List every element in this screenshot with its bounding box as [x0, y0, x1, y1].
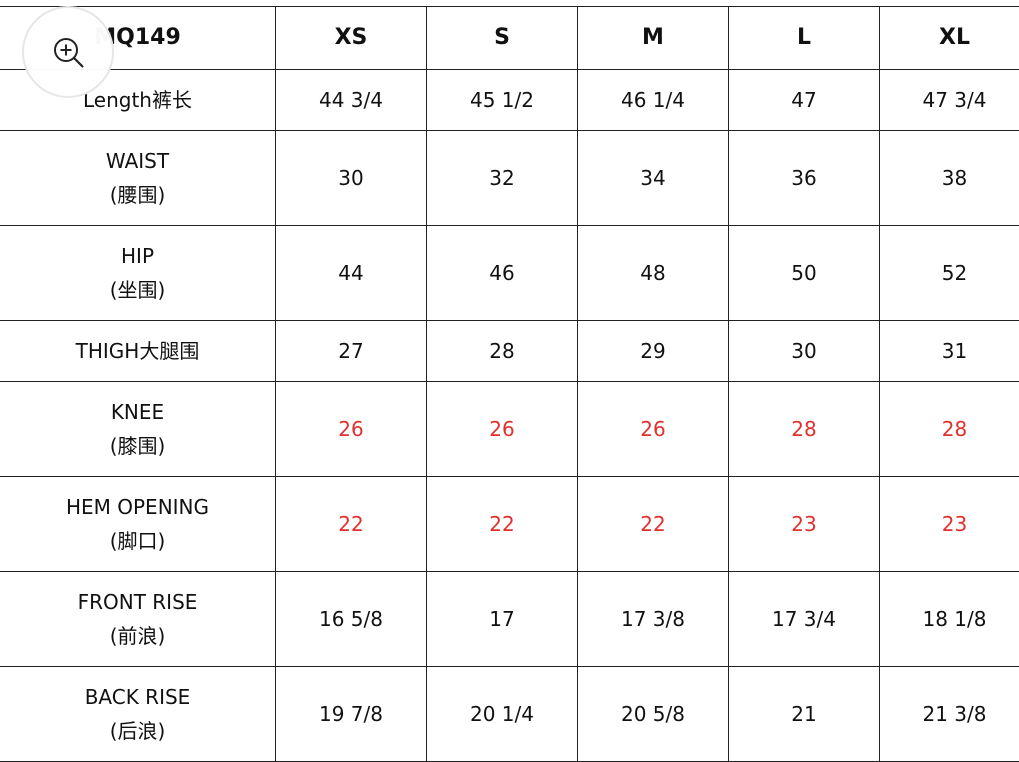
measurement-value: 23	[729, 477, 880, 572]
measurement-value: 22	[427, 477, 578, 572]
measurement-value: 26	[578, 382, 729, 477]
measurement-label: THIGH大腿围	[0, 321, 276, 382]
measurement-value: 47	[729, 70, 880, 131]
measurement-value: 52	[880, 226, 1019, 321]
measurement-value: 28	[880, 382, 1019, 477]
measurement-value: 26	[427, 382, 578, 477]
measurement-value: 34	[578, 131, 729, 226]
zoom-button[interactable]	[22, 6, 114, 98]
measurement-label: KNEE(膝围)	[0, 382, 276, 477]
measurement-label-line: HIP	[0, 239, 275, 273]
measurement-value: 21 3/8	[880, 667, 1019, 762]
zoom-in-icon	[52, 36, 86, 70]
measurement-value: 38	[880, 131, 1019, 226]
measurement-value: 29	[578, 321, 729, 382]
size-header: M	[578, 7, 729, 70]
measurement-label-line: (脚口)	[0, 524, 275, 558]
measurement-value: 19 7/8	[276, 667, 427, 762]
measurement-value: 21	[729, 667, 880, 762]
measurement-label-line: (腰围)	[0, 178, 275, 212]
size-header: XL	[880, 7, 1019, 70]
measurement-value: 20 5/8	[578, 667, 729, 762]
measurement-value: 46	[427, 226, 578, 321]
measurement-value: 18 1/8	[880, 572, 1019, 667]
measurement-label-line: KNEE	[0, 395, 275, 429]
measurement-value: 26	[276, 382, 427, 477]
measurement-label: HIP(坐围)	[0, 226, 276, 321]
measurement-value: 48	[578, 226, 729, 321]
measurement-label-line: THIGH大腿围	[0, 334, 275, 368]
measurement-label-line: (前浪)	[0, 619, 275, 653]
measurement-value: 28	[729, 382, 880, 477]
measurement-value: 44	[276, 226, 427, 321]
measurement-value: 27	[276, 321, 427, 382]
measurement-label-line: (坐围)	[0, 273, 275, 307]
size-header: L	[729, 7, 880, 70]
measurement-label: WAIST(腰围)	[0, 131, 276, 226]
measurement-value: 17 3/8	[578, 572, 729, 667]
measurement-value: 36	[729, 131, 880, 226]
measurement-value: 17 3/4	[729, 572, 880, 667]
measurement-label-line: (膝围)	[0, 429, 275, 463]
measurement-label-line: WAIST	[0, 144, 275, 178]
measurement-value: 45 1/2	[427, 70, 578, 131]
measurement-value: 44 3/4	[276, 70, 427, 131]
measurement-value: 30	[276, 131, 427, 226]
measurement-value: 30	[729, 321, 880, 382]
measurement-label-line: FRONT RISE	[0, 585, 275, 619]
measurement-value: 50	[729, 226, 880, 321]
measurement-value: 46 1/4	[578, 70, 729, 131]
measurement-label-line: HEM OPENING	[0, 490, 275, 524]
measurement-label-line: (后浪)	[0, 714, 275, 748]
measurement-value: 47 3/4	[880, 70, 1019, 131]
size-header: XS	[276, 7, 427, 70]
measurement-value: 31	[880, 321, 1019, 382]
header-row: MQ149 XS S M L XL	[0, 7, 1019, 70]
measurement-value: 20 1/4	[427, 667, 578, 762]
measurement-value: 17	[427, 572, 578, 667]
size-header: S	[427, 7, 578, 70]
measurement-value: 32	[427, 131, 578, 226]
measurement-label: BACK RISE(后浪)	[0, 667, 276, 762]
measurement-label-line: BACK RISE	[0, 680, 275, 714]
measurement-label: FRONT RISE(前浪)	[0, 572, 276, 667]
measurement-label: HEM OPENING(脚口)	[0, 477, 276, 572]
measurement-value: 22	[276, 477, 427, 572]
measurement-value: 22	[578, 477, 729, 572]
measurement-value: 28	[427, 321, 578, 382]
measurement-value: 23	[880, 477, 1019, 572]
measurement-value: 16 5/8	[276, 572, 427, 667]
